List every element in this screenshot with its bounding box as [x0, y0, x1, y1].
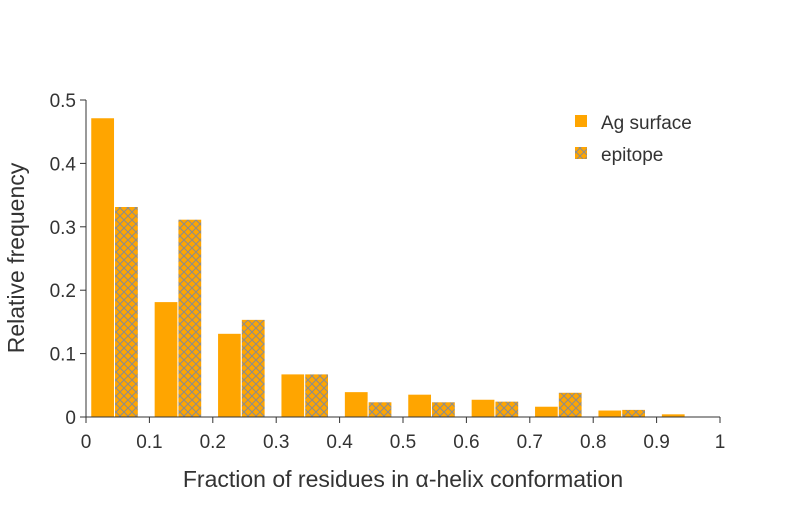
y-tick-label: 0.4 — [50, 154, 77, 175]
bar-epitope-bin-6 — [494, 400, 520, 418]
x-ticks-layer: 0 0.1 0.2 0.3 0.4 0.5 0.6 0.7 0.8 0.9 1 — [81, 417, 726, 453]
bar-epitope-bin-7 — [557, 391, 583, 418]
bar-epitope-bin-5 — [431, 401, 456, 418]
legend-swatch-epitope — [575, 147, 587, 159]
x-tick-label: 0.3 — [263, 432, 289, 453]
x-axis-title: Fraction of residues in α-helix conforma… — [183, 466, 623, 492]
bar-epitope-bin-3 — [304, 373, 330, 418]
legend-label-ag-surface: Ag surface — [601, 113, 692, 134]
bar-ag-surface-bin-5 — [407, 393, 433, 418]
y-tick-label: 0.3 — [50, 218, 76, 239]
bar-ag-surface-bin-7 — [534, 405, 559, 418]
y-axis-title: Relative frequency — [3, 162, 29, 353]
bar-epitope-bin-8 — [621, 408, 646, 418]
bar-ag-surface-bin-2 — [217, 332, 242, 418]
bars-layer — [90, 117, 686, 418]
legend-swatch-ag-surface — [575, 115, 587, 127]
x-tick-label: 0.9 — [643, 432, 669, 453]
bar-epitope-bin-0 — [114, 206, 139, 418]
bar-epitope-bin-1 — [177, 218, 203, 418]
x-tick-label: 0.8 — [580, 432, 606, 453]
bar-ag-surface-bin-4 — [343, 391, 369, 418]
bar-ag-surface-bin-3 — [280, 373, 306, 418]
y-ticks-layer: 0 0.1 0.2 0.3 0.4 0.5 — [50, 91, 86, 429]
bar-ag-surface-bin-8 — [597, 409, 623, 418]
x-tick-label: 0 — [81, 432, 92, 453]
x-tick-label: 0.1 — [136, 432, 162, 453]
bar-epitope-bin-2 — [240, 318, 266, 418]
x-tick-label: 0.5 — [390, 432, 416, 453]
x-tick-label: 0.6 — [453, 432, 479, 453]
bar-ag-surface-bin-1 — [153, 301, 179, 418]
x-tick-label: 1 — [715, 432, 726, 453]
legend: Ag surface epitope — [575, 113, 692, 166]
x-tick-label: 0.4 — [326, 432, 353, 453]
y-tick-label: 0.5 — [50, 91, 76, 112]
bar-ag-surface-bin-0 — [90, 117, 116, 418]
y-tick-label: 0.2 — [50, 281, 76, 302]
y-tick-label: 0 — [65, 408, 76, 429]
legend-label-epitope: epitope — [601, 145, 663, 166]
bar-epitope-bin-4 — [367, 401, 393, 418]
x-tick-label: 0.2 — [200, 432, 226, 453]
y-tick-label: 0.1 — [50, 345, 76, 366]
bar-ag-surface-bin-6 — [470, 398, 496, 418]
x-tick-label: 0.7 — [517, 432, 543, 453]
